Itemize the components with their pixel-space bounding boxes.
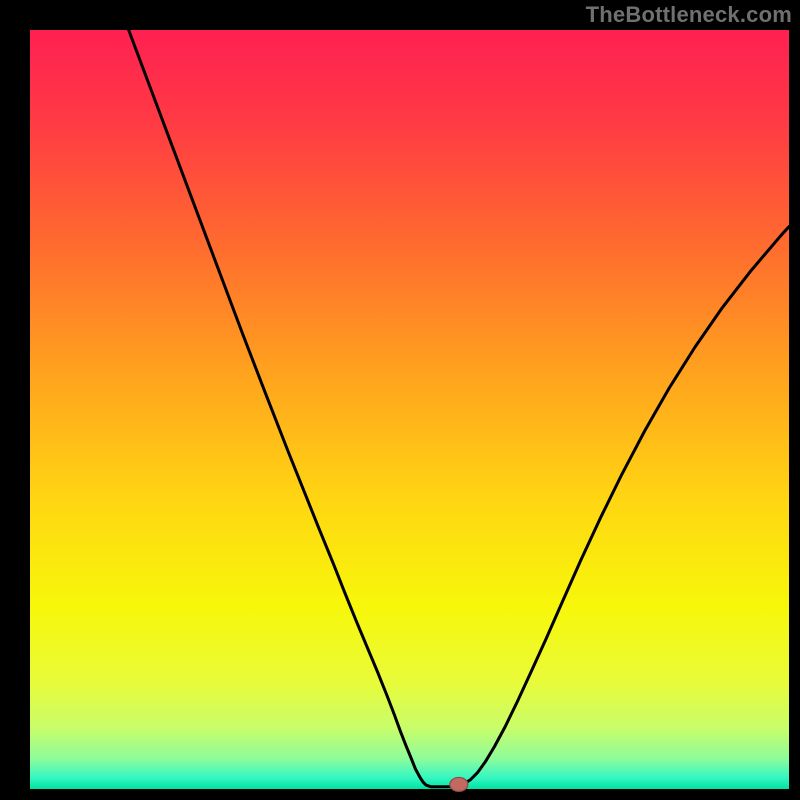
plot-gradient-background [30, 30, 789, 789]
bottleneck-chart [0, 0, 800, 800]
chart-stage: TheBottleneck.com [0, 0, 800, 800]
watermark-text: TheBottleneck.com [586, 2, 792, 28]
optimal-point-marker [450, 777, 468, 791]
